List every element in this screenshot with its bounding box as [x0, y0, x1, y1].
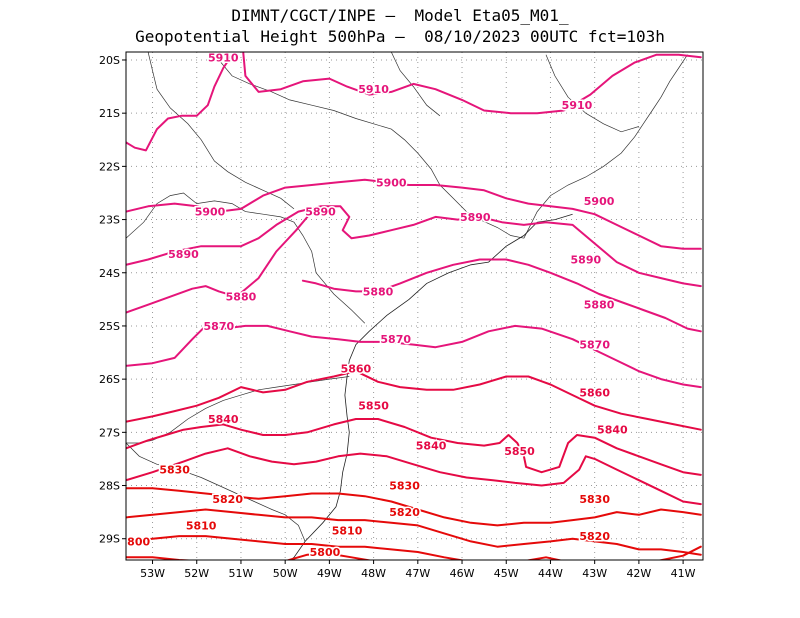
lon-tick-label: 43W [582, 567, 607, 580]
contour-label: 5830 [579, 493, 610, 506]
contour-5800 [656, 545, 702, 560]
longitude-axis: 53W 52W 51W 50W 49W 48W 47W 46W 45W 44W 43W 42W 41W [140, 560, 696, 580]
contour-label: 5870 [204, 320, 235, 333]
state-border [126, 192, 366, 324]
contour-label: 5860 [579, 386, 610, 399]
contour-label: 5840 [416, 440, 447, 453]
lat-tick-label: 29S [99, 533, 120, 546]
contour-5820 [126, 508, 702, 556]
contour-label: 5870 [579, 339, 610, 352]
contour-label: 5890 [571, 253, 602, 266]
state-border [147, 52, 295, 210]
contour-label: 5800 [310, 546, 341, 559]
contour-label: 5890 [460, 211, 491, 224]
coast-line [290, 213, 573, 560]
contour-label: 5800 [120, 535, 151, 548]
contour-5900 [126, 178, 702, 250]
contour-5800 [524, 556, 564, 560]
title-line-1: DIMNT/CGCT/INPE — Model Eta05_M01_ [231, 6, 569, 25]
lon-tick-label: 41W [671, 567, 696, 580]
state-border [218, 59, 524, 239]
contour-lines [126, 52, 702, 560]
lon-tick-label: 47W [405, 567, 430, 580]
contour-label: 5850 [358, 400, 389, 413]
state-border [545, 54, 640, 133]
contour-label: 5910 [562, 99, 593, 112]
latitude-axis: 20S 21S 22S 23S 24S 25S 26S 27S 28S 29S [99, 54, 126, 546]
lat-tick-label: 25S [99, 320, 120, 333]
contour-label: 5880 [584, 299, 615, 312]
lat-tick-label: 28S [99, 480, 120, 493]
contour-labels: 5910 5910 5910 5900 5900 5900 5890 5890 5890 5890… [120, 51, 630, 560]
contour-label: 5900 [376, 176, 407, 189]
lat-tick-label: 22S [99, 160, 120, 173]
contour-5800 [126, 556, 200, 560]
lat-tick-label: 23S [99, 214, 120, 227]
contour-label: 5880 [363, 285, 394, 298]
contour-5910 [242, 52, 702, 115]
contour-label: 5840 [208, 413, 239, 426]
lat-tick-label: 26S [99, 373, 120, 386]
contour-5830 [126, 487, 702, 527]
lon-tick-label: 53W [140, 567, 165, 580]
lon-tick-label: 50W [273, 567, 298, 580]
contour-5870 [126, 324, 702, 389]
contour-label: 5900 [584, 195, 615, 208]
lat-tick-label: 20S [99, 54, 120, 67]
coastline [290, 213, 573, 560]
contour-label: 5910 [358, 83, 389, 96]
contour-label: 5890 [305, 206, 336, 219]
contour-5840 [126, 447, 702, 506]
contour-5850 [126, 418, 702, 476]
lon-tick-label: 52W [184, 567, 209, 580]
lon-tick-label: 49W [317, 567, 342, 580]
contour-5810 [126, 535, 467, 560]
contour-label: 5810 [332, 525, 363, 538]
contour-label: 5840 [597, 424, 628, 437]
contour-5880 [301, 258, 702, 333]
lon-tick-label: 46W [450, 567, 475, 580]
lon-tick-label: 51W [229, 567, 254, 580]
contour-label: 5820 [579, 530, 610, 543]
lat-tick-label: 21S [99, 107, 120, 120]
contour-label: 5880 [226, 291, 257, 304]
contour-label: 5910 [208, 51, 239, 64]
contour-5860 [126, 370, 702, 431]
state-border [523, 54, 688, 239]
lon-tick-label: 48W [361, 567, 386, 580]
contour-label: 5870 [380, 333, 411, 346]
lon-tick-label: 42W [626, 567, 651, 580]
contour-label: 5850 [504, 445, 535, 458]
plot-frame [125, 51, 704, 561]
lon-tick-label: 45W [494, 567, 519, 580]
lon-tick-label: 44W [538, 567, 563, 580]
contour-5800 [285, 552, 374, 560]
lat-tick-label: 24S [99, 267, 120, 280]
contour-label: 5860 [341, 363, 372, 376]
state-border [390, 52, 441, 117]
contour-label: 5890 [168, 248, 199, 261]
contour-label: 5810 [186, 519, 217, 532]
contour-label: 5830 [389, 480, 420, 493]
contour-label: 5820 [212, 493, 243, 506]
contour-5910 [126, 53, 234, 152]
contour-label: 5830 [159, 464, 190, 477]
contour-5880 [126, 210, 313, 314]
title-line-2: Geopotential Height 500hPa — 08/10/2023 … [135, 27, 665, 46]
state-borders [126, 52, 688, 542]
state-border [126, 376, 350, 444]
contour-label: 5820 [389, 506, 420, 519]
contour-5890 [126, 205, 702, 288]
lat-tick-label: 27S [99, 426, 120, 439]
contour-label: 5900 [195, 206, 226, 219]
